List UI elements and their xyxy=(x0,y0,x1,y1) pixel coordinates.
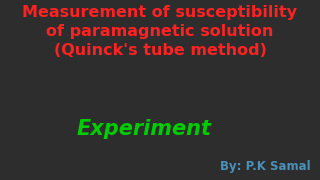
Text: Measurement of susceptibility
of paramagnetic solution
(Quinck's tube method): Measurement of susceptibility of paramag… xyxy=(22,5,298,58)
Text: By: P.K Samal: By: P.K Samal xyxy=(220,160,310,173)
Text: Experiment: Experiment xyxy=(76,119,212,139)
